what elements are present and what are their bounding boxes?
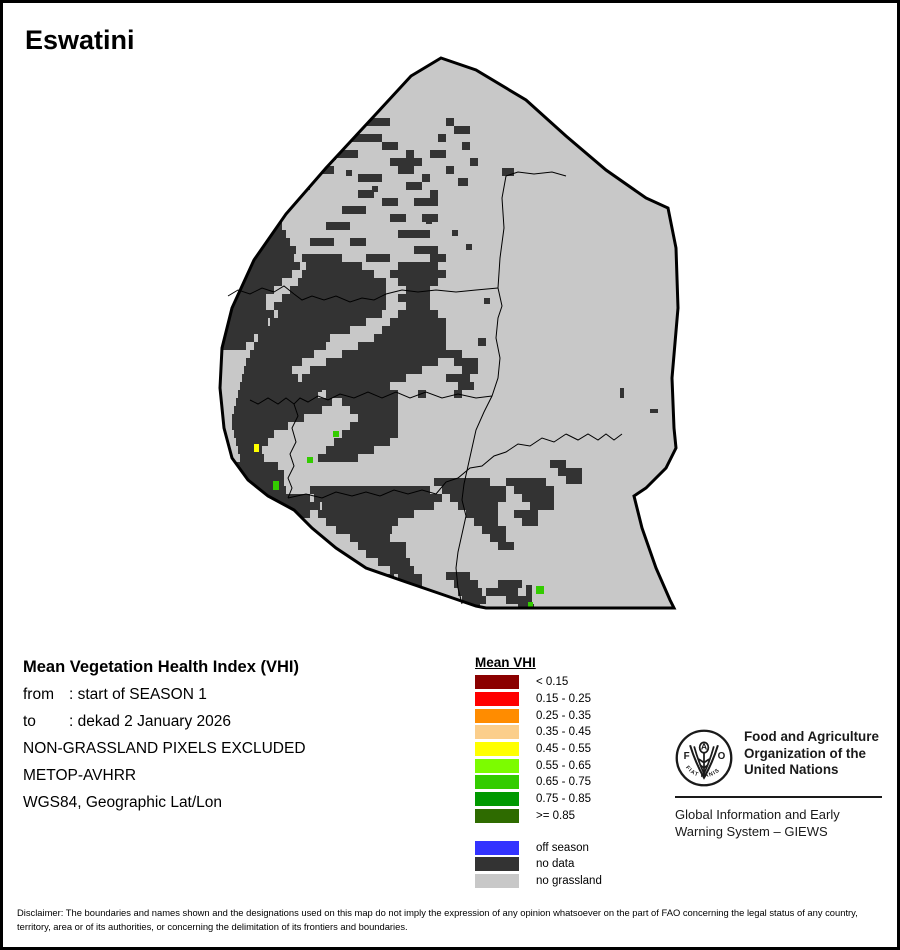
legend-swatch bbox=[475, 742, 519, 757]
legend-title: Mean VHI bbox=[475, 655, 536, 670]
legend-swatch bbox=[475, 873, 519, 888]
giews-line-1: Global Information and Early bbox=[675, 807, 840, 822]
vhi-pixel bbox=[307, 457, 313, 463]
country-border bbox=[218, 56, 680, 610]
legend-item[interactable]: 0.45 - 0.55 bbox=[475, 741, 602, 758]
legend-label: 0.25 - 0.35 bbox=[536, 709, 591, 722]
map-info-block: Mean Vegetation Health Index (VHI) from:… bbox=[23, 658, 453, 821]
info-row-from-value: : start of SEASON 1 bbox=[69, 686, 207, 703]
info-heading: Mean Vegetation Health Index (VHI) bbox=[23, 658, 299, 676]
map-canvas[interactable] bbox=[6, 48, 900, 628]
map-base-fill bbox=[220, 58, 678, 628]
info-note-sensor: METOP-AVHRR bbox=[23, 767, 137, 784]
legend-item[interactable]: 0.65 - 0.75 bbox=[475, 774, 602, 791]
vhi-pixel bbox=[528, 602, 533, 607]
legend-label: 0.35 - 0.45 bbox=[536, 726, 591, 739]
vhi-pixel bbox=[364, 575, 369, 580]
giews-name: Global Information and Early Warning Sys… bbox=[675, 806, 885, 840]
eswatini-map[interactable] bbox=[6, 48, 900, 628]
legend-item-no-grassland[interactable]: no grassland bbox=[475, 873, 602, 890]
info-row-from: from : start of SEASON 1 bbox=[23, 686, 453, 704]
fao-logo-letter-f: F bbox=[684, 751, 690, 762]
vhi-pixel bbox=[333, 431, 339, 437]
legend-swatch bbox=[475, 792, 519, 807]
legend-swatch bbox=[475, 808, 519, 823]
legend-label: 0.15 - 0.25 bbox=[536, 693, 591, 706]
legend-swatch bbox=[475, 675, 519, 690]
legend-label: no grassland bbox=[536, 874, 602, 887]
legend-item[interactable]: >= 0.85 bbox=[475, 808, 602, 825]
legend-item[interactable]: 0.35 - 0.45 bbox=[475, 724, 602, 741]
vhi-pixel bbox=[273, 481, 279, 490]
legend-swatch bbox=[475, 857, 519, 872]
vhi-pixel bbox=[409, 601, 414, 606]
legend-label: 0.55 - 0.65 bbox=[536, 759, 591, 772]
fao-name-line-3: United Nations bbox=[744, 762, 839, 777]
info-note-projection: WGS84, Geographic Lat/Lon bbox=[23, 794, 223, 811]
vhi-pixel bbox=[476, 627, 482, 628]
legend-swatch bbox=[475, 692, 519, 707]
legend-item[interactable]: 0.25 - 0.35 bbox=[475, 707, 602, 724]
legend-item[interactable]: 0.15 - 0.25 bbox=[475, 691, 602, 708]
info-row-to: to : dekad 2 January 2026 bbox=[23, 713, 453, 731]
legend-swatch bbox=[475, 758, 519, 773]
vhi-pixel bbox=[250, 514, 255, 519]
legend-label: no data bbox=[536, 858, 575, 871]
legend-swatch bbox=[475, 840, 519, 855]
legend-label: < 0.15 bbox=[536, 676, 569, 689]
legend-label: off season bbox=[536, 841, 589, 854]
info-row-from-label: from bbox=[23, 686, 54, 703]
fao-logo-letter-o: O bbox=[718, 751, 726, 762]
admin-boundaries bbox=[227, 171, 623, 605]
info-row-to-value: : dekad 2 January 2026 bbox=[69, 713, 232, 730]
legend-label: >= 0.85 bbox=[536, 809, 576, 822]
disclaimer-text: Disclaimer: The boundaries and names sho… bbox=[17, 907, 858, 932]
legend-item[interactable]: < 0.15 bbox=[475, 674, 602, 691]
fao-organization-name: Food and Agriculture Organization of the… bbox=[744, 729, 879, 779]
vhi-pixel bbox=[426, 600, 432, 606]
legend-item[interactable]: 0.55 - 0.65 bbox=[475, 757, 602, 774]
fao-branding: A F O FIAT PANIS Food and Agriculture Or… bbox=[675, 729, 885, 840]
fao-logo-letter-a: A bbox=[701, 741, 708, 751]
legend-label: 0.75 - 0.85 bbox=[536, 793, 591, 806]
giews-line-2: Warning System – GIEWS bbox=[675, 824, 828, 839]
page-title: Eswatini bbox=[25, 25, 135, 55]
info-note-pixels: NON-GRASSLAND PIXELS EXCLUDED bbox=[23, 740, 306, 757]
legend-swatch bbox=[475, 708, 519, 723]
vhi-pixel bbox=[416, 599, 422, 605]
legend-label: 0.65 - 0.75 bbox=[536, 776, 591, 789]
fao-name-line-1: Food and Agriculture bbox=[744, 729, 879, 744]
vhi-pixel bbox=[346, 583, 355, 588]
legend-item[interactable]: 0.75 - 0.85 bbox=[475, 791, 602, 808]
fao-logo-icon: A F O FIAT PANIS bbox=[675, 729, 733, 787]
map-legend: Mean VHI < 0.15 0.15 - 0.25 0.25 - 0.35 … bbox=[475, 655, 602, 889]
info-row-to-label: to bbox=[23, 713, 36, 730]
vhi-pixel bbox=[254, 444, 259, 452]
vhi-pixel bbox=[307, 545, 313, 551]
legend-item-off-season[interactable]: off season bbox=[475, 839, 602, 856]
legend-label: 0.45 - 0.55 bbox=[536, 743, 591, 756]
vhi-pixel bbox=[294, 518, 299, 528]
legend-item-no-data[interactable]: no data bbox=[475, 856, 602, 873]
fao-divider bbox=[675, 796, 882, 798]
fao-name-line-2: Organization of the bbox=[744, 745, 866, 761]
legend-swatch bbox=[475, 725, 519, 740]
legend-swatch bbox=[475, 775, 519, 790]
vhi-pixel bbox=[536, 586, 544, 594]
